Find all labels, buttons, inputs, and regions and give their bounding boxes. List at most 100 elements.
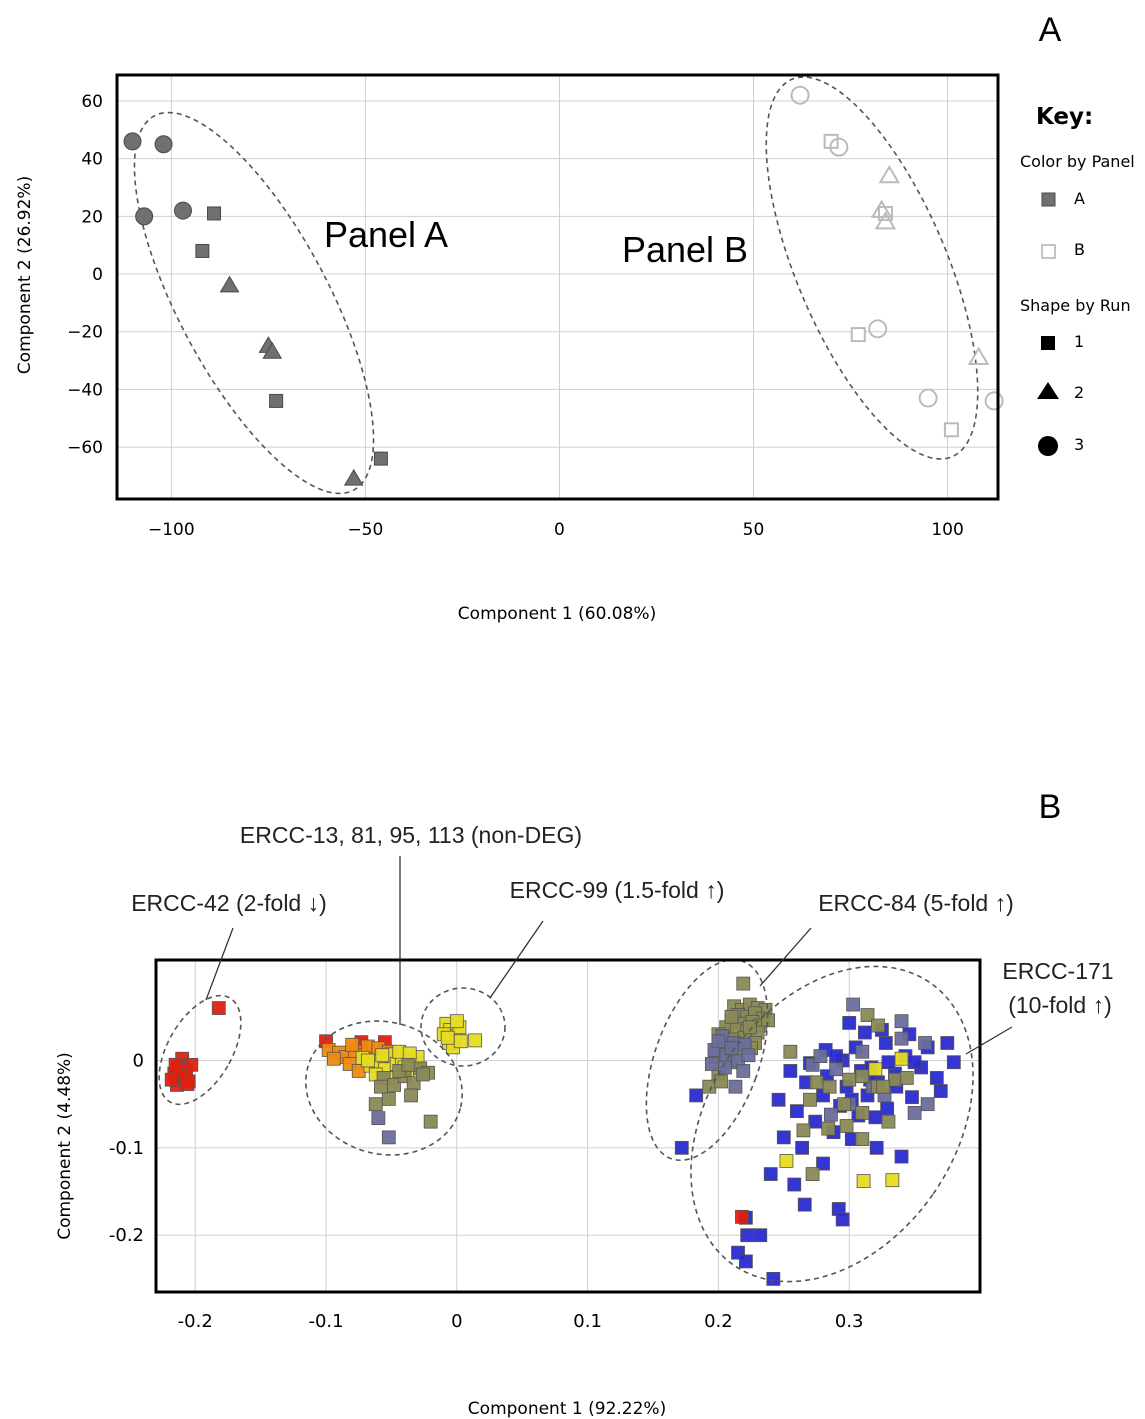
panel-b: B -0.2 -0.1 0 0.1 0.2 0.3 0 -0.1 -0.2 ERCC-42 (2… [55, 788, 1114, 1419]
legend-color-title: Color by Panel [1020, 152, 1135, 171]
data-point-ercc-171-yellow [856, 1174, 871, 1188]
data-point-ercc-171-blue [808, 1114, 823, 1129]
data-point-panel-a-run-3-circle [123, 132, 142, 151]
data-point-ercc-84-blue [674, 1140, 689, 1155]
annotation-panel-b: Panel B [622, 229, 748, 270]
data-point-ercc-171-blue [868, 1110, 883, 1125]
data-point-ercc-171-blue [835, 1212, 850, 1227]
data-point-ercc-171-olive [803, 1092, 817, 1107]
data-point-ercc-13-81-95-113-slate [381, 1130, 396, 1145]
data-point-ercc-13-81-95-113-olive [404, 1088, 418, 1103]
data-point-ercc-171-slate [829, 1062, 844, 1077]
data-point-ercc-171-blue [740, 1228, 755, 1243]
y-tick-label: 0 [92, 265, 103, 285]
data-point-panel-a-run-1-square [195, 243, 210, 258]
cluster-panel-b-ellipse [765, 76, 979, 460]
cluster-ercc-99-ellipse [420, 987, 506, 1067]
data-point-ercc-171-olive [888, 1072, 902, 1087]
data-point-ercc-171-olive [860, 1008, 875, 1022]
data-point-ercc-171-blue [869, 1140, 884, 1155]
callout-line-ercc-84 [759, 927, 812, 987]
data-point-ercc-171-slate [855, 1044, 870, 1059]
y-tick-label: 40 [81, 150, 103, 170]
data-point-panel-a-run-1-square [207, 206, 222, 221]
y-tick-label: −60 [67, 438, 103, 458]
annotation-non-deg: ERCC-13, 81, 95, 113 (non-DEG) [240, 822, 582, 848]
data-point-panel-b-run-3-circle [868, 319, 888, 339]
data-point-ercc-171-blue [783, 1064, 798, 1078]
data-point-ercc-84-slate [736, 1064, 751, 1078]
data-point-ercc-13-81-95-113-olive [381, 1092, 396, 1106]
data-point-ercc-99-yellow [449, 1014, 464, 1029]
data-point-ercc-42-red [211, 1001, 226, 1015]
data-point-ercc-171-blue [933, 1084, 948, 1098]
panel-a: A Panel A Panel B −100 −50 0 50 100 −60 −40 −20… [15, 11, 1135, 624]
annotation-panel-a: Panel A [324, 214, 448, 255]
legend-item-run-1: 1 [1074, 332, 1084, 351]
cluster-ercc-171-ellipse [690, 965, 974, 1283]
panel-b-tick-labels: -0.2 -0.1 0 0.1 0.2 0.3 0 -0.1 -0.2 [109, 1050, 864, 1332]
data-point-ercc-171-yellow [868, 1062, 883, 1077]
data-point-ercc-171-blue [763, 1167, 778, 1181]
data-point-ercc-171-blue [880, 1101, 895, 1116]
data-point-ercc-13-81-95-113-olive [415, 1067, 430, 1082]
data-point-ercc-42-red [168, 1057, 183, 1072]
data-point-panel-b-run-2-triangle [967, 346, 990, 365]
data-point-ercc-171-blue [829, 1049, 844, 1064]
data-point-panel-b-run-1-square [943, 422, 959, 438]
data-point-ercc-171-olive [855, 1069, 870, 1084]
data-point-panel-b-run-2-triangle [874, 211, 897, 230]
data-point-panel-a-run-2-triangle [343, 468, 364, 486]
data-point-panel-b-run-3-circle [790, 85, 810, 105]
legend-item-panel-a: A [1074, 189, 1085, 208]
legend-item-panel-b: B [1074, 240, 1085, 259]
data-point-panel-a-run-2-triangle [262, 341, 283, 359]
data-point-panel-b-run-3-circle [984, 391, 1004, 411]
cluster-ercc-42-ellipse [158, 994, 242, 1106]
data-point-ercc-99-yellow [468, 1033, 483, 1048]
data-point-ercc-171-olive [822, 1079, 837, 1094]
data-point-ercc-171-olive [855, 1132, 870, 1147]
data-point-panel-a-run-3-circle [173, 201, 192, 220]
legend: Key: Color by Panel A B Shape by Run 1 2… [1020, 104, 1135, 456]
data-point-ercc-171-blue [946, 1055, 961, 1070]
data-point-ercc-13-81-95-113-olive [368, 1097, 383, 1112]
x-tick-label: 0.3 [835, 1311, 864, 1332]
data-point-ercc-171-slate [920, 1097, 935, 1112]
data-point-ercc-171-slate [918, 1036, 932, 1050]
data-point-ercc-84-slate [728, 1079, 743, 1094]
data-point-ercc-171-blue [797, 1197, 812, 1212]
x-tick-label: −100 [148, 520, 195, 540]
data-point-panel-a-run-1-square [373, 451, 388, 466]
data-point-ercc-171-olive [855, 1105, 870, 1120]
panel-a-tick-labels: −100 −50 0 50 100 −60 −40 −20 0 20 40 60 [67, 92, 964, 540]
y-tick-label: −40 [67, 380, 103, 400]
data-point-panel-a-run-1-square [269, 393, 284, 408]
data-point-ercc-171-olive [899, 1071, 914, 1085]
data-point-ercc-171-red [735, 1209, 749, 1224]
data-point-ercc-171-olive [837, 1097, 851, 1112]
panel-a-grid [117, 75, 998, 499]
x-tick-label: 0.1 [573, 1311, 602, 1332]
data-point-panel-b-run-2-triangle [870, 199, 893, 218]
y-tick-label: -0.2 [109, 1225, 144, 1246]
legend-item-run-3: 3 [1074, 435, 1084, 454]
data-point-panel-a-run-3-circle [135, 207, 154, 226]
data-point-ercc-13-81-95-113-orange [326, 1051, 341, 1066]
cluster-panel-a-ellipse [133, 111, 375, 495]
y-tick-label: 20 [81, 207, 103, 227]
data-point-ercc-84-olive [724, 1009, 739, 1024]
panel-a-clusters [133, 76, 979, 495]
data-point-panel-b-run-1-square [850, 327, 866, 343]
data-point-ercc-84-olive [736, 976, 751, 991]
data-point-ercc-171-blue [842, 1016, 857, 1030]
data-point-ercc-171-blue [787, 1177, 802, 1192]
legend-swatch-panel-a [1041, 192, 1056, 207]
data-point-ercc-84-slate [711, 1034, 726, 1049]
panel-a-label: A [1039, 11, 1062, 49]
data-point-ercc-171-blue [766, 1271, 781, 1286]
panel-b-y-axis-label: Component 2 (4.48%) [55, 1052, 75, 1240]
data-point-ercc-171-olive [881, 1114, 896, 1129]
data-point-ercc-171-blue [878, 1036, 893, 1050]
